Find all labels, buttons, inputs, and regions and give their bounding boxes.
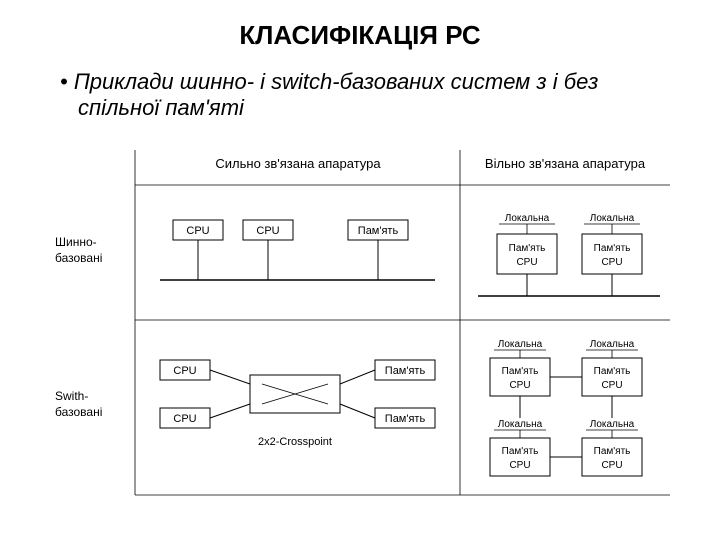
row1a: Шинно- xyxy=(55,235,97,249)
page-title: КЛАСИФІКАЦІЯ РС xyxy=(0,0,720,51)
node-a-cpu: CPU xyxy=(516,257,537,268)
row2a: Swith- xyxy=(55,389,88,403)
subtitle-bullet: • Приклади шинно- і switch-базованих сис… xyxy=(60,69,660,121)
sw-mem1-lbl: Пам'ять xyxy=(385,365,426,377)
local-tl: Локальна xyxy=(498,339,543,350)
col2-header: Вільно зв'язана апаратура xyxy=(485,156,646,171)
cpu2-to-sw xyxy=(210,404,250,418)
sw-to-mem1 xyxy=(340,370,375,384)
sw-cpu1-lbl: CPU xyxy=(173,365,196,377)
sw-to-mem2 xyxy=(340,404,375,418)
tr-mem: Пам'ять xyxy=(594,366,631,377)
node-a-mem: Пам'ять xyxy=(509,243,546,254)
cpu-label-1: CPU xyxy=(186,225,209,237)
bl-cpu: CPU xyxy=(509,460,530,471)
local-bl: Локальна xyxy=(498,419,543,430)
local-tr: Локальна xyxy=(590,339,635,350)
row2b: базовані xyxy=(55,405,102,419)
cpu1-to-sw xyxy=(210,370,250,384)
mem-label-1: Пам'ять xyxy=(358,225,399,237)
tl-cpu: CPU xyxy=(509,380,530,391)
cpu-label-2: CPU xyxy=(256,225,279,237)
crosspoint-label: 2x2-Crosspoint xyxy=(258,436,332,448)
node-a-box xyxy=(497,234,557,274)
node-b-box xyxy=(582,234,642,274)
node-b-cpu: CPU xyxy=(601,257,622,268)
local-b: Локальна xyxy=(590,213,635,224)
tr-cpu: CPU xyxy=(601,380,622,391)
diagram-svg: Сильно зв'язана апаратура Вільно зв'язан… xyxy=(30,150,690,520)
col1-header: Сильно зв'язана апаратура xyxy=(215,156,381,171)
local-a: Локальна xyxy=(505,213,550,224)
tl-mem: Пам'ять xyxy=(502,366,539,377)
local-br: Локальна xyxy=(590,419,635,430)
sw-cpu2-lbl: CPU xyxy=(173,413,196,425)
br-mem: Пам'ять xyxy=(594,446,631,457)
node-b-mem: Пам'ять xyxy=(594,243,631,254)
row1b: базовані xyxy=(55,251,102,265)
diagram-container: Сильно зв'язана апаратура Вільно зв'язан… xyxy=(30,150,690,520)
br-cpu: CPU xyxy=(601,460,622,471)
bl-mem: Пам'ять xyxy=(502,446,539,457)
sw-mem2-lbl: Пам'ять xyxy=(385,413,426,425)
